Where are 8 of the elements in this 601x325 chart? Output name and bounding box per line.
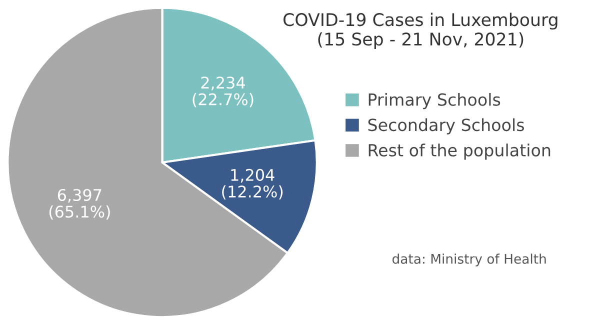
legend-label: Primary Schools <box>368 93 500 110</box>
data-label: 6,397 (65.1%) <box>49 188 110 220</box>
data-label: 2,234 (22.7%) <box>192 76 254 108</box>
text: COVID-19 Cases in Luxembourg (15 Sep - 21 Nov, 2021) <box>284 12 558 49</box>
legend-label: Rest of the population <box>368 144 550 160</box>
legend-label: Secondary Schools <box>368 118 524 134</box>
data-label: 1,204 (12.2%) <box>222 168 283 200</box>
text: data: Ministry of Health <box>392 254 546 266</box>
